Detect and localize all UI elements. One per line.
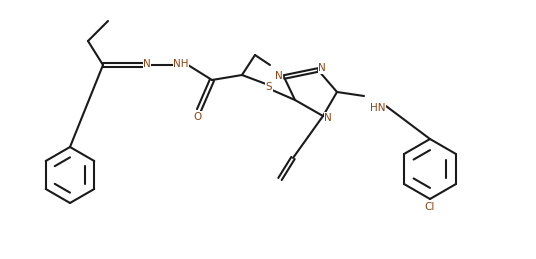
- Text: N: N: [143, 59, 151, 69]
- Text: N: N: [324, 113, 332, 123]
- Text: N: N: [275, 71, 283, 81]
- Text: Cl: Cl: [425, 202, 435, 212]
- Text: S: S: [266, 82, 272, 92]
- Text: O: O: [194, 112, 202, 122]
- Text: N: N: [318, 63, 326, 73]
- Text: NH: NH: [173, 59, 189, 69]
- Text: HN: HN: [370, 103, 386, 113]
